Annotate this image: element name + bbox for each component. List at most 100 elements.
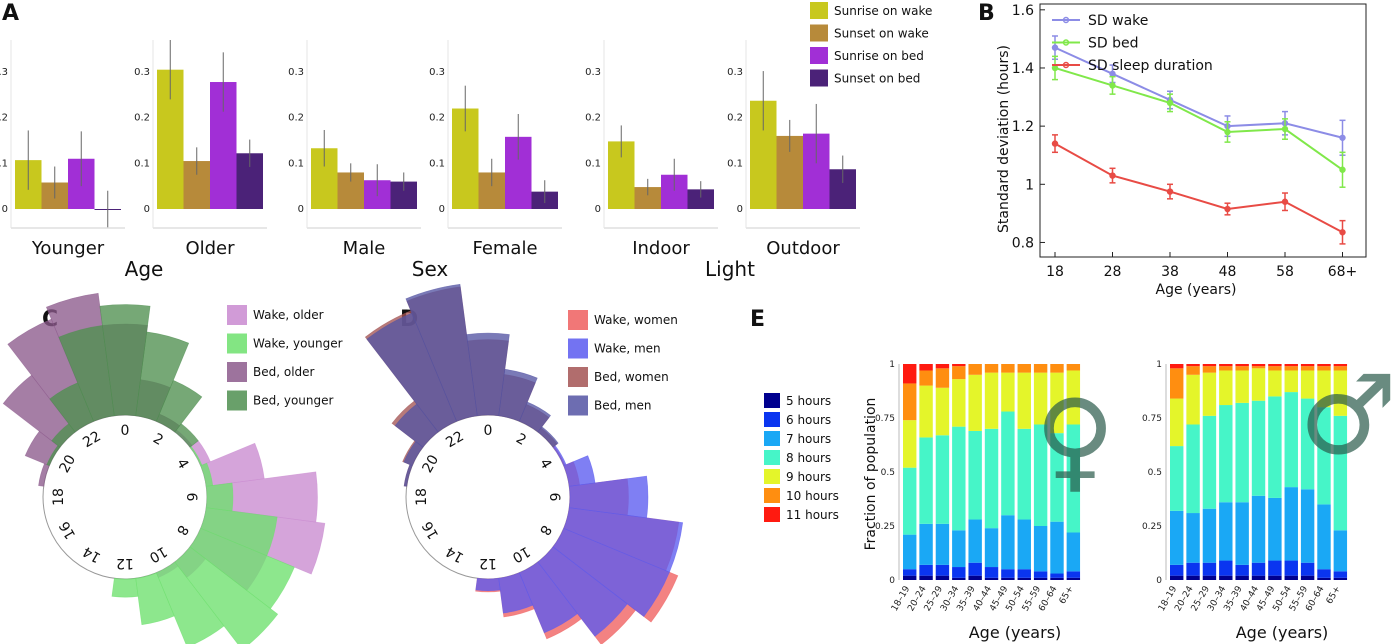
stacked-segment xyxy=(1170,564,1184,576)
hour-label: 20 xyxy=(56,452,79,475)
legend-marker xyxy=(1062,39,1070,46)
panel-b-plot: 0.8 1 1.2 1.4 1.6 18 28 38 48 58 68+ SD wake SD bed S… xyxy=(1012,3,1367,280)
x-tick-label: 28 xyxy=(1104,264,1122,280)
stacked-segment xyxy=(935,364,950,369)
stacked-segment xyxy=(935,575,950,580)
gender-symbol: ♂ xyxy=(1299,351,1398,479)
stacked-segment xyxy=(1333,530,1348,572)
hour-label: 0 xyxy=(484,423,493,439)
data-point xyxy=(1109,82,1116,89)
legend-swatch xyxy=(810,2,828,19)
stacked-segment xyxy=(952,364,966,367)
stacked-segment xyxy=(1219,364,1233,367)
category-label: Outdoor xyxy=(766,238,840,259)
stacked-segment xyxy=(919,385,933,438)
y-tick-label: 0.3 xyxy=(585,67,601,78)
panel-a: A 0 0.1 0.2 0.3 Younger 0 0.1 0.2 0.3 Older 0 0.1 0.… xyxy=(0,1,932,281)
stacked-segment xyxy=(1202,562,1217,576)
y-tick-label: 1 xyxy=(1025,177,1034,193)
y-tick-label: 1 xyxy=(889,360,895,370)
y-tick-label: 0 xyxy=(144,204,150,215)
polar-sector xyxy=(537,546,628,637)
x-tick-label: 48 xyxy=(1219,264,1237,280)
stacked-segment xyxy=(952,379,966,427)
legend-label: Wake, older xyxy=(253,308,324,322)
stacked-segment xyxy=(1170,368,1184,399)
y-tick-label: 1 xyxy=(1156,360,1162,370)
stacked-segment xyxy=(1333,415,1348,531)
data-point xyxy=(1166,188,1174,195)
stacked-segment xyxy=(1317,504,1331,570)
legend-label: Sunrise on bed xyxy=(834,49,924,63)
polar-inner-circle xyxy=(42,414,208,580)
stacked-segment xyxy=(1268,560,1282,576)
y-tick-label: 0.1 xyxy=(0,158,8,169)
stacked-segment xyxy=(1050,433,1064,522)
panel-e-charts: 00.250.50.75118–1920–2425–2930–3435–3940… xyxy=(875,351,1397,613)
stacked-segment xyxy=(1202,415,1217,509)
y-tick-label: 0.25 xyxy=(875,522,895,532)
y-tick-label: 0.2 xyxy=(429,113,445,124)
stacked-segment xyxy=(1300,575,1315,580)
legend-swatch xyxy=(810,47,828,64)
legend-swatch xyxy=(568,395,588,416)
stacked-segment xyxy=(903,575,917,580)
stacked-segment xyxy=(968,374,982,431)
stacked-segment xyxy=(952,366,966,380)
polar-sector xyxy=(99,304,151,417)
stacked-segment xyxy=(1268,396,1282,498)
stacked-segment xyxy=(1066,577,1081,580)
legend-label: Bed, women xyxy=(594,370,669,384)
polar-sector xyxy=(537,426,559,448)
stacked-segment xyxy=(1017,372,1031,429)
stacked-segment xyxy=(1251,495,1266,563)
stacked-segment xyxy=(1219,575,1233,580)
stacked-segment xyxy=(1170,398,1184,447)
y-tick-label: 1.4 xyxy=(1012,61,1034,77)
data-point xyxy=(1109,70,1116,77)
stacked-segment xyxy=(952,426,966,531)
y-tick-label: 0.3 xyxy=(429,67,445,78)
bar xyxy=(687,189,714,209)
legend-swatch xyxy=(568,310,588,330)
stacked-segment xyxy=(1219,370,1233,406)
data-point xyxy=(1339,166,1346,173)
panel-b-label: B xyxy=(978,1,995,26)
stacked-segment xyxy=(1186,575,1200,580)
legend-label: Wake, younger xyxy=(253,337,343,351)
stacked-segment xyxy=(1284,370,1298,393)
panel-a-legend: Sunrise on wake Sunset on wake Sunrise on … xyxy=(810,2,932,87)
stacked-segment xyxy=(1050,364,1064,373)
y-tick-label: 0.75 xyxy=(1142,414,1162,424)
category-label: Younger xyxy=(31,238,105,259)
x-tick-label: 65+ xyxy=(1325,585,1343,606)
hour-label: 22 xyxy=(443,428,466,451)
data-point xyxy=(1339,134,1346,141)
legend-label: Sunrise on wake xyxy=(834,4,932,18)
stacked-segment xyxy=(1284,364,1298,367)
stacked-segment xyxy=(1284,392,1298,488)
hour-label: 22 xyxy=(80,428,103,451)
stacked-segment xyxy=(968,519,982,563)
stacked-segment xyxy=(1186,366,1200,375)
data-point xyxy=(1109,172,1116,179)
stacked-segment xyxy=(1300,370,1315,399)
stacked-segment xyxy=(1033,364,1048,373)
hour-label: 6 xyxy=(546,493,562,502)
legend-label: Sunset on bed xyxy=(834,72,920,86)
hour-label: 16 xyxy=(419,518,442,542)
stacked-segment xyxy=(1219,405,1233,503)
data-point xyxy=(1281,198,1289,205)
stacked-segment xyxy=(1017,569,1031,578)
gender-symbol: ♀ xyxy=(1035,376,1116,504)
group-label: Light xyxy=(705,257,755,281)
stacked-segment xyxy=(1284,487,1298,561)
stacked-segment xyxy=(1235,575,1249,580)
stacked-segment xyxy=(1066,424,1081,533)
y-tick-label: 0.3 xyxy=(134,67,150,78)
legend-label: Wake, women xyxy=(594,313,678,327)
stacked-segment xyxy=(1268,366,1282,371)
